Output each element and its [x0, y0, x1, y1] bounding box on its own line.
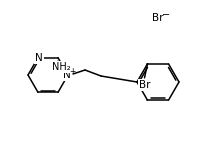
Text: Br: Br: [152, 13, 163, 23]
Text: +: +: [69, 66, 76, 75]
Text: N: N: [35, 53, 43, 63]
Text: Br: Br: [139, 80, 150, 90]
Text: N: N: [63, 70, 71, 80]
Text: NH₂: NH₂: [52, 62, 70, 72]
Text: −: −: [162, 10, 170, 20]
